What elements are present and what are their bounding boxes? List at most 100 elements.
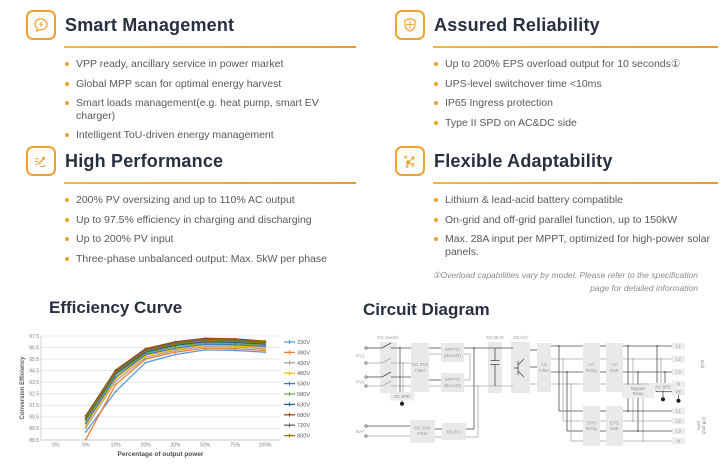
svg-text:Conversion Efficiency: Conversion Efficiency bbox=[20, 356, 26, 420]
grid-label: Grid bbox=[700, 360, 705, 369]
eps-terminal-l3: L3 bbox=[676, 429, 681, 434]
mppt2-label: MPPT2 bbox=[445, 377, 461, 382]
ac-filter-label2: Filter bbox=[539, 368, 550, 373]
grid-terminal-pe: PE bbox=[676, 389, 682, 394]
dc-emi-filter-label: DC EMI bbox=[412, 362, 428, 367]
circuit-block-ac-emi bbox=[606, 343, 623, 392]
feature-bullets: 200% PV oversizing and up to 110% AC out… bbox=[64, 194, 356, 265]
eps-emi-label: EPS bbox=[610, 421, 619, 426]
dc-spd-label: DC SPD bbox=[394, 394, 410, 399]
svg-text:75%: 75% bbox=[230, 443, 241, 449]
eps-terminal-n: N bbox=[677, 439, 680, 444]
dc-emi-filter-bat-label2: Filter bbox=[417, 431, 428, 436]
svg-text:92.5: 92.5 bbox=[29, 392, 39, 398]
svg-text:30%: 30% bbox=[170, 443, 181, 449]
feature-bullet: Up to 97.5% efficiency in charging and d… bbox=[64, 214, 356, 227]
feature-bullet: Type II SPD on AC&DC side bbox=[433, 117, 718, 130]
dc-emi-filter-bat-label: DC EMI bbox=[414, 426, 430, 431]
feature-bullet: Three-phase unbalanced output: Max. 5kW … bbox=[64, 253, 356, 266]
circuit-block-dc-switch bbox=[380, 342, 397, 393]
circuit-terminals: L1 L2 L3 N PE L1 L2 L3 N bbox=[672, 342, 685, 445]
title-underline bbox=[64, 46, 356, 48]
feature-title: Assured Reliability bbox=[434, 14, 600, 35]
svg-text:89.5: 89.5 bbox=[29, 426, 39, 432]
ac-spd-ground-icon bbox=[661, 397, 665, 402]
circuit-block-dc-dc bbox=[442, 423, 466, 440]
mppt1-label2: (Boost1) bbox=[444, 353, 462, 358]
grid-terminal-n: N bbox=[677, 382, 680, 387]
svg-text:100%: 100% bbox=[259, 443, 272, 449]
svg-text:97.5: 97.5 bbox=[29, 334, 39, 340]
pv2-label: PV2 bbox=[356, 379, 365, 384]
feature-section: Flexible Adaptability Lithium & lead-aci… bbox=[395, 146, 718, 265]
svg-text:5%: 5% bbox=[82, 443, 90, 449]
svg-text:720V: 720V bbox=[297, 423, 310, 429]
dc-ac-label: DC/AC bbox=[513, 335, 528, 340]
efficiency-curve-title: Efficiency Curve bbox=[49, 298, 183, 317]
svg-text:10%: 10% bbox=[111, 443, 122, 449]
efficiency-curve-chart: 88.5 89.5 90.5 91.5 92.5 93.5 94.5 95.5 96.5 97.5… bbox=[20, 334, 310, 458]
svg-text:0%: 0% bbox=[52, 443, 60, 449]
dc-spd-ground-icon bbox=[400, 401, 404, 406]
svg-text:95.5: 95.5 bbox=[29, 357, 39, 363]
svg-text:91.5: 91.5 bbox=[29, 403, 39, 409]
mppt2-label2: (Boost2) bbox=[444, 383, 462, 388]
svg-text:580V: 580V bbox=[297, 392, 310, 398]
ac-spd-label: AC SPD bbox=[655, 384, 671, 389]
dc-switch-label: DC Switch bbox=[377, 335, 399, 340]
dc-bus-label: DC BUS bbox=[486, 335, 503, 340]
eps-emi-label2: EMI bbox=[610, 426, 618, 431]
ac-emi-label: AC bbox=[611, 362, 618, 367]
svg-text:90.5: 90.5 bbox=[29, 415, 39, 421]
feature-header: High Performance bbox=[26, 146, 356, 176]
circuit-diagram: DC SPD Bypass Relay AC SPD L1 L2 L3 N PE… bbox=[356, 335, 707, 446]
eps-relay-label2: Relay bbox=[586, 426, 598, 431]
svg-text:380V: 380V bbox=[297, 350, 310, 356]
svg-text:93.5: 93.5 bbox=[29, 380, 39, 386]
circuit-block-mppt2 bbox=[441, 373, 464, 392]
feature-section: Assured Reliability Up to 200% EPS overl… bbox=[395, 10, 718, 136]
pv1-label: PV1 bbox=[356, 354, 365, 359]
circuit-block-eps-emi bbox=[606, 406, 623, 446]
feature-header: Smart Management bbox=[26, 10, 356, 40]
shield-icon bbox=[395, 10, 425, 40]
feature-bullet: Max. 28A input per MPPT, optimized for h… bbox=[433, 233, 718, 258]
feature-section: Smart Management VPP ready, ancillary se… bbox=[26, 10, 356, 149]
svg-text:430V: 430V bbox=[297, 361, 310, 367]
eps-label2: (Off grid) bbox=[702, 416, 707, 435]
title-underline bbox=[64, 182, 356, 184]
mppt1-label: MPPT1 bbox=[445, 347, 461, 352]
svg-text:530V: 530V bbox=[297, 382, 310, 388]
network-icon bbox=[395, 146, 425, 176]
footnote: ①Overload capabilities vary by model. Pl… bbox=[432, 270, 698, 294]
feature-title: Flexible Adaptability bbox=[434, 150, 613, 171]
circuit-block-dc-emi-filter bbox=[411, 343, 429, 392]
eps-terminal-l2: L2 bbox=[676, 419, 681, 424]
eps-relay-label: EPS bbox=[587, 421, 596, 426]
feature-bullets: VPP ready, ancillary service in power ma… bbox=[64, 58, 356, 142]
bypass-relay-label2: Relay bbox=[633, 391, 645, 396]
grid-terminal-l1: L1 bbox=[676, 344, 681, 349]
feature-bullets: Up to 200% EPS overload output for 10 se… bbox=[433, 58, 718, 129]
feature-bullet: Up to 200% EPS overload output for 10 se… bbox=[433, 58, 718, 71]
svg-text:50%: 50% bbox=[200, 443, 211, 449]
eps-label: EPS bbox=[696, 421, 701, 430]
svg-text:680V: 680V bbox=[297, 413, 310, 419]
circuit-block-ac-relay bbox=[583, 343, 600, 392]
bypass-relay-label-chip bbox=[622, 384, 654, 398]
svg-text:480V: 480V bbox=[297, 371, 310, 377]
circuit-block-eps-relay bbox=[583, 406, 600, 446]
feature-bullet: Global MPP scan for optimal energy harve… bbox=[64, 78, 356, 91]
ac-filter-label: AC bbox=[541, 362, 548, 367]
circuit-block-dc-ac bbox=[511, 342, 530, 393]
circuit-overlays: DC SPD Bypass Relay AC SPD bbox=[390, 383, 681, 406]
ac-relay-label2: Relay bbox=[586, 368, 598, 373]
circuit-wires bbox=[364, 342, 672, 442]
feature-bullet: VPP ready, ancillary service in power ma… bbox=[64, 58, 356, 71]
svg-text:330V: 330V bbox=[297, 340, 310, 346]
grid-terminal-l3: L3 bbox=[676, 370, 681, 375]
feature-header: Assured Reliability bbox=[395, 10, 718, 40]
feature-bullet: IP65 Ingress protection bbox=[433, 97, 718, 110]
svg-text:88.5: 88.5 bbox=[29, 438, 39, 444]
feature-bullets: Lithium & lead-acid battery compatible On… bbox=[433, 194, 718, 258]
